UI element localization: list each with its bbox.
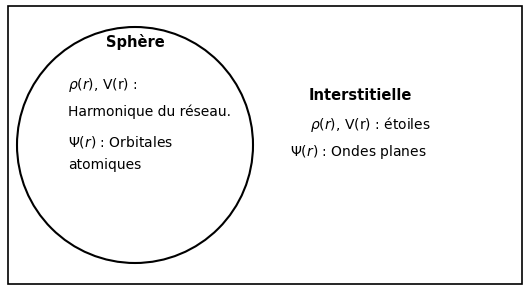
Text: Sphère: Sphère [105,34,164,50]
Text: $\Psi(r)$ : Ondes planes: $\Psi(r)$ : Ondes planes [290,143,427,161]
Text: $\Psi(r)$ : Orbitales: $\Psi(r)$ : Orbitales [68,134,173,150]
Text: $\rho(r)$, V(r) : étoiles: $\rho(r)$, V(r) : étoiles [310,115,431,135]
Text: Harmonique du réseau.: Harmonique du réseau. [68,105,231,119]
Text: atomiques: atomiques [68,158,142,172]
Text: $\rho(r)$, V(r) :: $\rho(r)$, V(r) : [68,76,138,94]
Text: Interstitielle: Interstitielle [308,88,412,102]
